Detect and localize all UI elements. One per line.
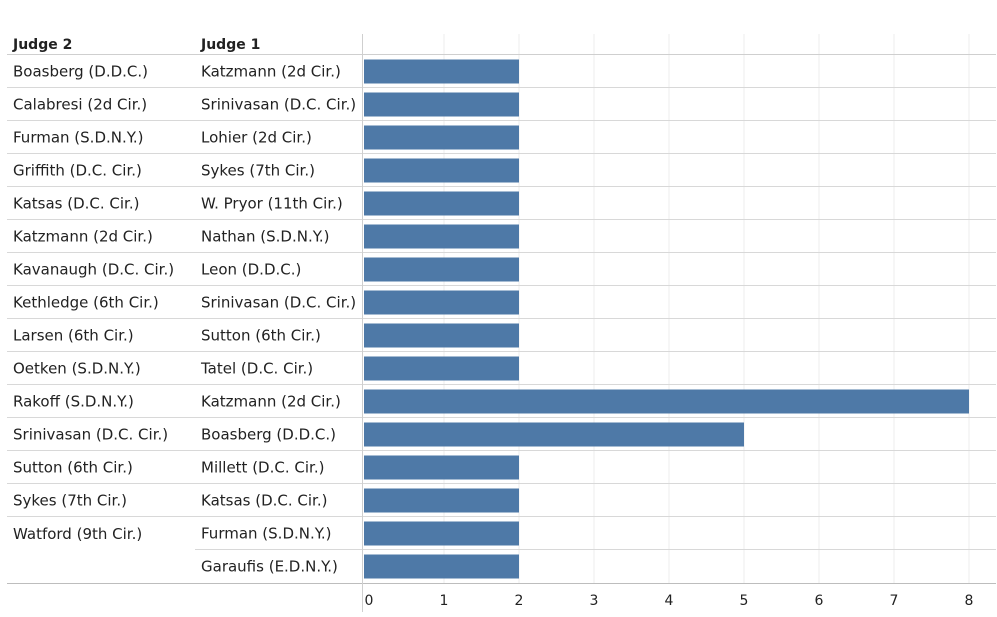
x-tick-label: 1 xyxy=(440,593,449,609)
judge1-label: Srinivasan (D.C. Cir.) xyxy=(201,96,356,114)
judge2-label: Kavanaugh (D.C. Cir.) xyxy=(13,261,174,279)
judge2-label: Furman (S.D.N.Y.) xyxy=(13,129,144,147)
x-tick-label: 3 xyxy=(590,593,599,609)
bar xyxy=(364,125,519,150)
judge1-label: Nathan (S.D.N.Y.) xyxy=(201,228,329,246)
judge2-label: Sutton (6th Cir.) xyxy=(13,459,133,477)
judge1-label: Millett (D.C. Cir.) xyxy=(201,459,324,477)
x-tick-label: 7 xyxy=(890,593,899,609)
judge2-label: Larsen (6th Cir.) xyxy=(13,327,134,345)
header-judge2: Judge 2 xyxy=(12,37,72,53)
judge2-label: Katzmann (2d Cir.) xyxy=(13,228,153,246)
bar xyxy=(364,323,519,348)
judge2-label: Kethledge (6th Cir.) xyxy=(13,294,159,312)
judge2-label: Boasberg (D.D.C.) xyxy=(13,63,148,81)
bar xyxy=(364,92,519,117)
judge1-label: Sutton (6th Cir.) xyxy=(201,327,321,345)
bar xyxy=(364,257,519,282)
judge1-label: Katzmann (2d Cir.) xyxy=(201,63,341,81)
judge2-label: Griffith (D.C. Cir.) xyxy=(13,162,142,180)
bar xyxy=(364,224,519,249)
bar xyxy=(364,389,969,414)
judge1-label: Garaufis (E.D.N.Y.) xyxy=(201,558,338,576)
bar xyxy=(364,554,519,579)
judge1-label: Boasberg (D.D.C.) xyxy=(201,426,336,444)
bar xyxy=(364,422,744,447)
judge2-label: Katsas (D.C. Cir.) xyxy=(13,195,139,213)
judge2-label: Oetken (S.D.N.Y.) xyxy=(13,360,141,378)
judge1-label: W. Pryor (11th Cir.) xyxy=(201,195,343,213)
bar xyxy=(364,521,519,546)
bar xyxy=(364,488,519,513)
bar xyxy=(364,59,519,84)
judge1-label: Sykes (7th Cir.) xyxy=(201,162,315,180)
judge2-label: Srinivasan (D.C. Cir.) xyxy=(13,426,168,444)
judge1-label: Tatel (D.C. Cir.) xyxy=(200,360,313,378)
header-judge1: Judge 1 xyxy=(200,37,260,53)
judge1-label: Katzmann (2d Cir.) xyxy=(201,393,341,411)
bar xyxy=(364,455,519,480)
judge1-label: Katsas (D.C. Cir.) xyxy=(201,492,327,510)
bar xyxy=(364,290,519,315)
bar xyxy=(364,356,519,381)
judge2-label: Rakoff (S.D.N.Y.) xyxy=(13,393,134,411)
x-tick-label: 5 xyxy=(740,593,749,609)
bar xyxy=(364,191,519,216)
judge2-label: Calabresi (2d Cir.) xyxy=(13,96,147,114)
x-tick-label: 8 xyxy=(965,593,974,609)
judge2-label: Sykes (7th Cir.) xyxy=(13,492,127,510)
x-tick-label: 0 xyxy=(365,593,374,609)
judge1-label: Furman (S.D.N.Y.) xyxy=(201,525,332,543)
x-tick-label: 2 xyxy=(515,593,524,609)
judge2-label: Watford (9th Cir.) xyxy=(13,525,142,543)
judge1-label: Lohier (2d Cir.) xyxy=(201,129,312,147)
x-tick-label: 6 xyxy=(815,593,824,609)
judge1-label: Leon (D.D.C.) xyxy=(201,261,301,279)
judge1-label: Srinivasan (D.C. Cir.) xyxy=(201,294,356,312)
bar xyxy=(364,158,519,183)
x-tick-label: 4 xyxy=(665,593,674,609)
